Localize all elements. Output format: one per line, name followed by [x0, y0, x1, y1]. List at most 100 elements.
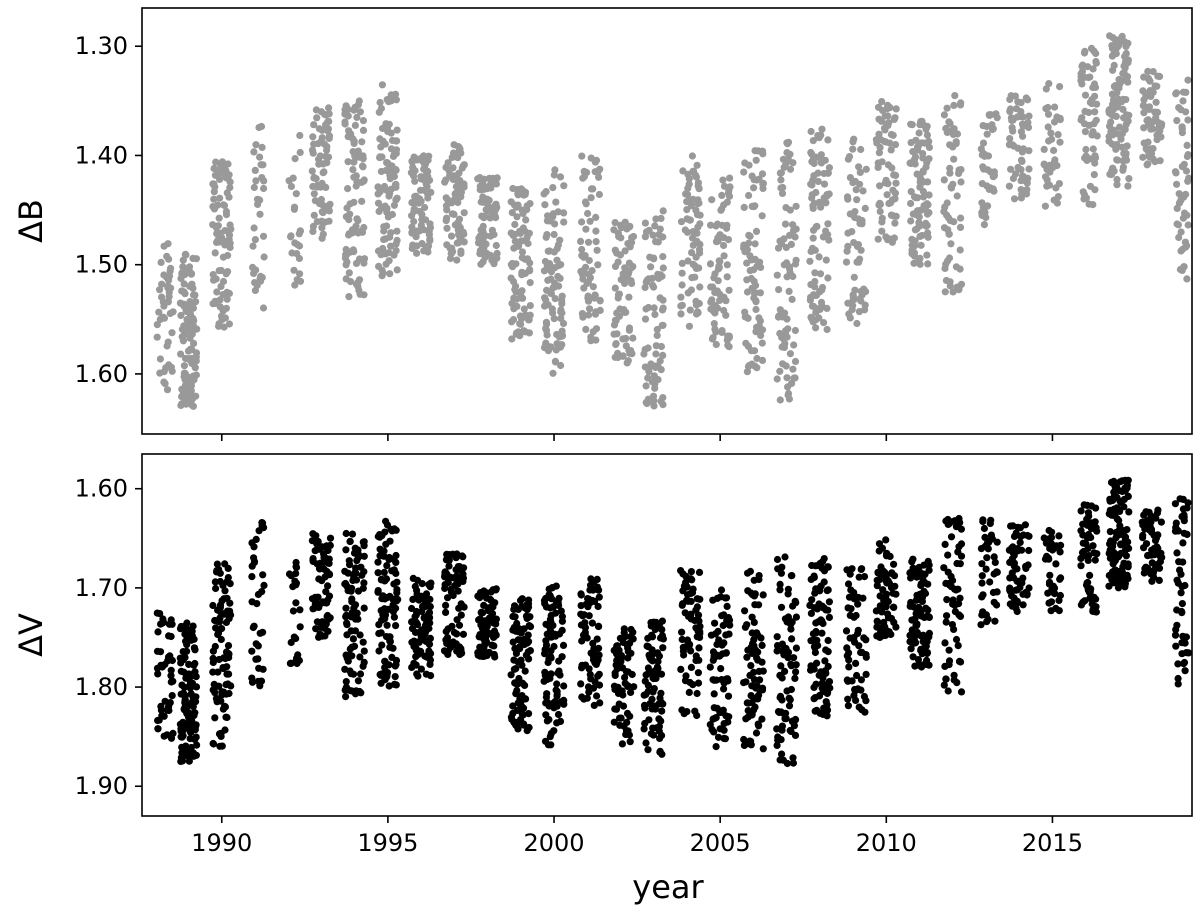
data-point [744, 707, 752, 715]
data-point [591, 597, 599, 606]
data-point [380, 235, 388, 244]
data-point [710, 676, 718, 684]
data-point [475, 234, 483, 242]
data-point [390, 150, 398, 158]
data-point [523, 614, 531, 623]
data-point [223, 663, 231, 671]
data-point [724, 692, 733, 700]
data-point [909, 653, 917, 661]
data-point [522, 216, 530, 224]
data-point [906, 602, 914, 610]
data-point [413, 249, 421, 257]
data-point [925, 191, 933, 199]
data-point [1119, 163, 1127, 171]
data-point [388, 210, 396, 219]
data-point [544, 347, 553, 355]
data-point [777, 603, 786, 611]
data-point [217, 635, 225, 644]
data-point [985, 111, 994, 119]
data-point [383, 673, 391, 681]
data-point [342, 651, 350, 659]
data-point [543, 286, 551, 294]
data-point [460, 209, 468, 217]
data-point [789, 159, 797, 167]
data-point [408, 604, 416, 613]
data-point [744, 362, 753, 370]
data-point [862, 670, 870, 679]
data-point [911, 153, 920, 161]
data-point [879, 106, 887, 115]
data-point [1181, 238, 1189, 246]
data-point [786, 696, 794, 704]
data-point [541, 302, 549, 310]
data-point [225, 231, 234, 239]
data-point [978, 593, 986, 601]
data-point [811, 589, 819, 597]
data-point [459, 602, 467, 610]
data-point [987, 531, 996, 539]
data-point [753, 629, 761, 637]
data-point [892, 179, 900, 187]
data-point [457, 249, 465, 257]
data-point [653, 663, 662, 671]
data-point [1125, 175, 1133, 183]
data-point [806, 296, 815, 304]
data-point [1024, 561, 1032, 569]
data-point [458, 164, 466, 172]
data-point [320, 599, 329, 607]
data-point [648, 633, 657, 641]
data-point [1047, 533, 1056, 542]
data-point [578, 218, 586, 226]
data-point [1155, 564, 1164, 572]
data-point [325, 104, 333, 112]
data-point [507, 671, 515, 679]
data-point [1009, 522, 1017, 530]
data-point [342, 611, 350, 620]
data-point [1043, 176, 1051, 184]
data-point [525, 596, 533, 604]
data-point [820, 555, 828, 563]
data-point [778, 333, 786, 342]
data-point [189, 703, 197, 711]
data-point [551, 264, 559, 272]
data-point [944, 520, 952, 529]
data-point [742, 715, 750, 723]
data-point [687, 647, 695, 655]
data-point [982, 565, 990, 573]
data-point [890, 560, 898, 568]
data-point [707, 298, 715, 306]
data-point [752, 684, 760, 692]
data-point [807, 127, 815, 136]
data-point [826, 684, 834, 692]
data-point [809, 137, 817, 145]
data-point [844, 702, 853, 710]
data-point [211, 578, 219, 586]
data-point [376, 135, 384, 143]
data-point [1173, 220, 1181, 228]
data-point [552, 198, 560, 206]
data-point [452, 640, 460, 648]
x-tick-label: 2000 [523, 829, 584, 857]
data-point [1175, 104, 1183, 112]
data-point [542, 326, 551, 334]
data-point [518, 254, 526, 262]
data-point [488, 641, 496, 649]
data-point [554, 272, 562, 281]
data-point [1185, 649, 1193, 657]
data-point [1024, 96, 1032, 104]
data-point [345, 293, 353, 301]
data-point [791, 716, 800, 724]
data-point [1017, 156, 1026, 164]
data-point [789, 602, 797, 610]
data-point [319, 230, 327, 238]
data-point [623, 641, 632, 650]
data-point [382, 120, 390, 128]
data-point [849, 145, 857, 153]
data-point [842, 258, 851, 266]
data-point [1105, 571, 1113, 580]
data-point [522, 604, 530, 612]
data-point [792, 668, 800, 676]
data-point [356, 670, 365, 678]
data-point [783, 374, 791, 382]
data-point [182, 674, 190, 682]
